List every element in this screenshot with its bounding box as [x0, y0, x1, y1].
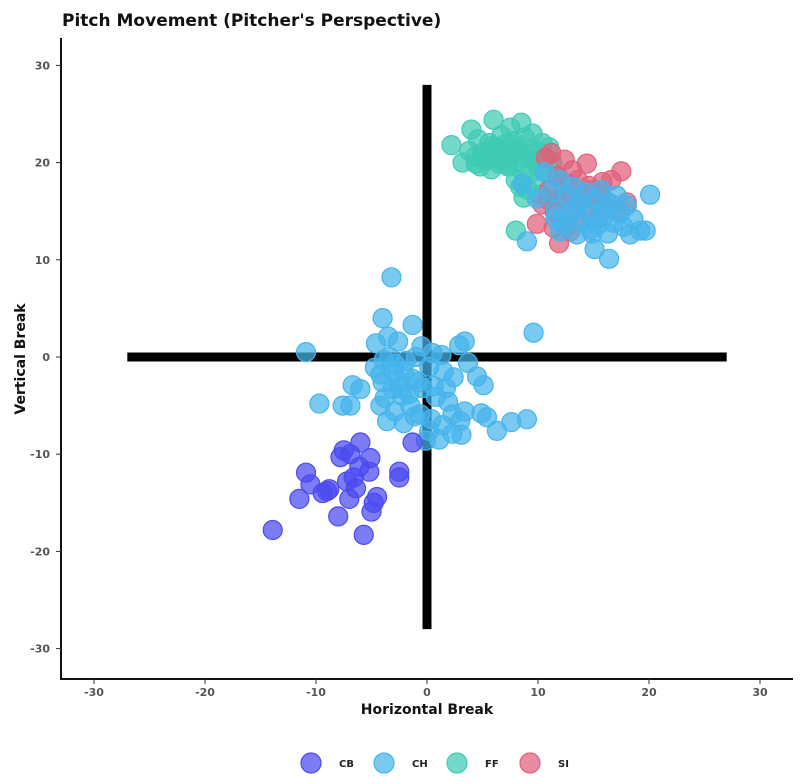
legend-label-ff: FF — [485, 759, 499, 770]
y-tick-label: 30 — [35, 59, 51, 72]
y-tick-label: 10 — [35, 254, 51, 267]
x-tick-label: -20 — [195, 686, 215, 699]
x-tick-label: 20 — [641, 686, 657, 699]
point-ch — [437, 391, 459, 412]
point-ch — [584, 239, 605, 260]
point-ch — [340, 395, 361, 416]
point-ch — [526, 188, 547, 209]
x-tick-label: 10 — [530, 686, 546, 699]
point-ch — [598, 248, 620, 269]
series-ch — [295, 162, 661, 451]
point-ch — [512, 173, 533, 195]
point-ch — [454, 401, 475, 422]
point-ch — [381, 267, 402, 288]
point-cb — [289, 488, 310, 510]
point-ch — [593, 200, 614, 221]
y-ticks: -30 -20 -10 0 10 20 30 — [30, 59, 61, 656]
x-tick-label: 0 — [423, 686, 431, 699]
point-cb — [317, 481, 338, 502]
point-ch — [451, 424, 472, 445]
y-axis-title: Vertical Break — [13, 303, 29, 415]
data-points — [262, 109, 661, 545]
point-si — [576, 153, 597, 174]
point-ch — [419, 356, 440, 377]
point-ch — [516, 409, 538, 430]
y-tick-label: 20 — [35, 157, 51, 170]
legend-label-ch: CH — [412, 759, 428, 770]
point-ch — [423, 376, 444, 397]
point-si — [526, 213, 547, 234]
point-cb — [402, 432, 423, 453]
point-ch — [309, 393, 330, 414]
point-ch — [365, 333, 387, 354]
point-ff — [441, 135, 462, 156]
point-cb — [366, 486, 388, 508]
y-tick-label: -10 — [30, 448, 50, 461]
legend: CB CH FF SI — [300, 752, 569, 774]
chart-title: Pitch Movement (Pitcher's Perspective) — [62, 11, 441, 31]
point-ch — [564, 199, 585, 220]
point-ch — [384, 401, 405, 422]
legend-swatch-ff — [446, 752, 468, 774]
point-cb — [262, 519, 283, 541]
point-ch — [635, 220, 656, 241]
point-ch — [295, 342, 317, 363]
y-tick-label: 0 — [42, 351, 50, 364]
point-ch — [534, 162, 555, 183]
point-ch — [374, 387, 395, 408]
y-tick-label: -20 — [30, 545, 50, 558]
point-ch — [473, 375, 494, 396]
point-cb — [328, 506, 349, 527]
point-ch — [404, 406, 425, 427]
point-ch — [383, 362, 404, 383]
point-si — [611, 161, 632, 182]
point-cb — [389, 467, 410, 488]
point-ch — [550, 221, 571, 242]
x-tick-label: -10 — [306, 686, 326, 699]
legend-swatch-cb — [300, 752, 322, 774]
legend-label-si: SI — [558, 759, 569, 770]
point-ch — [449, 335, 470, 356]
point-ch — [350, 378, 371, 400]
series-cb — [262, 432, 423, 545]
y-tick-label: -30 — [30, 643, 50, 656]
point-ch — [372, 308, 393, 329]
x-ticks: -30 -20 -10 0 10 20 30 — [84, 679, 768, 699]
point-ff — [482, 135, 503, 157]
legend-label-cb: CB — [339, 759, 354, 770]
point-ch — [523, 322, 544, 343]
x-tick-label: -30 — [84, 686, 104, 699]
legend-swatch-ch — [373, 752, 395, 774]
point-cb — [353, 524, 374, 545]
point-ch — [580, 219, 601, 240]
point-ch — [388, 331, 409, 352]
point-cb — [350, 432, 371, 453]
x-tick-label: 30 — [752, 686, 768, 699]
point-ch — [640, 184, 661, 205]
legend-swatch-si — [519, 752, 541, 774]
point-ch — [402, 314, 423, 336]
point-ch — [476, 407, 498, 428]
point-ch — [516, 231, 538, 252]
point-cb — [345, 478, 367, 499]
point-ff — [465, 153, 486, 174]
x-axis-title: Horizontal Break — [361, 702, 494, 718]
point-cb — [349, 456, 370, 477]
